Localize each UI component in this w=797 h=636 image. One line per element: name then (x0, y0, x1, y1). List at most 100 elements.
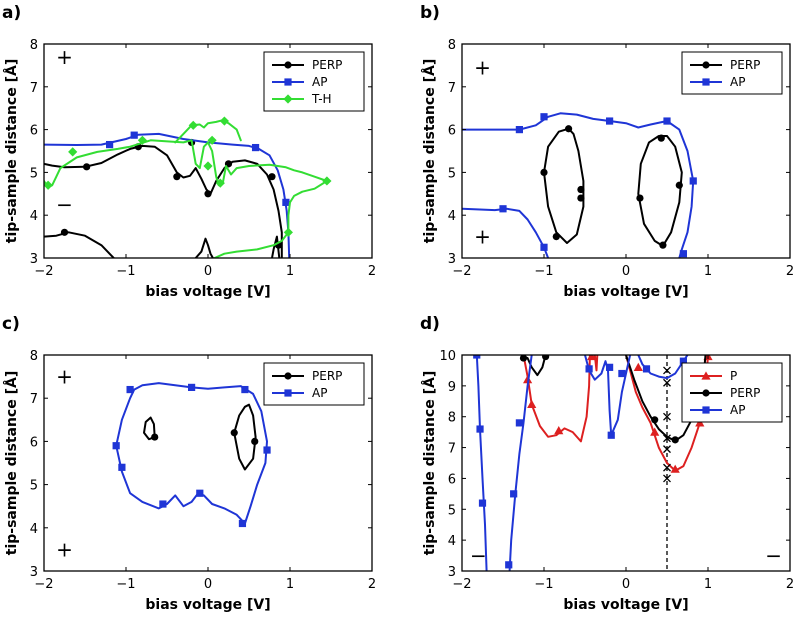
y-tick-label: 7 (30, 81, 38, 96)
data-point-ap (679, 250, 687, 258)
data-point-p (586, 355, 597, 361)
cross-marker (663, 463, 671, 472)
legend-marker-perp (284, 372, 292, 380)
data-point-ap (473, 355, 481, 359)
data-point-t-h (283, 227, 293, 237)
y-tick-label: 6 (448, 124, 456, 139)
data-point-perp (565, 125, 573, 133)
sign-annotation: + (56, 365, 73, 389)
x-axis-label: bias voltage [V] (145, 284, 270, 300)
y-tick-label: 5 (30, 166, 38, 181)
panel-label: d) (420, 314, 440, 334)
data-point-perp (268, 173, 276, 181)
y-tick-label: 3 (30, 252, 38, 267)
x-tick-label: 2 (368, 264, 376, 279)
legend-label-perp: PERP (312, 58, 342, 72)
y-tick-label: 8 (30, 38, 38, 53)
series-line-t-h (44, 139, 328, 258)
legend-marker-ap (284, 78, 292, 86)
y-tick-label: 9 (448, 380, 456, 395)
data-point-t-h (219, 116, 229, 126)
legend-label-perp: PERP (312, 369, 342, 383)
legend-label-t-h: T-H (311, 92, 332, 106)
y-axis-label: tip-sample distance [Å] (421, 59, 438, 243)
data-point-perp (540, 168, 548, 176)
data-point-perp (552, 233, 560, 241)
legend-label-ap: AP (312, 75, 327, 89)
x-tick-label: 2 (368, 577, 376, 592)
y-tick-label: 6 (30, 124, 38, 139)
data-point-ap (515, 126, 523, 134)
cross-marker (663, 434, 671, 443)
legend-label-ap: AP (730, 75, 745, 89)
legend-box (681, 51, 783, 95)
data-point-ap (478, 499, 487, 507)
legend-marker-perp (702, 61, 710, 69)
data-point-perp (60, 228, 69, 236)
y-tick-label: 5 (30, 479, 38, 494)
data-point-ap (585, 365, 593, 373)
data-point-ap (118, 463, 126, 471)
legend-label-ap: AP (312, 386, 327, 400)
series-line-perp (233, 403, 257, 471)
y-tick-label: 3 (448, 252, 456, 267)
legend-box (263, 51, 365, 112)
series-line-perp (637, 135, 683, 247)
y-tick-label: 3 (448, 565, 456, 580)
data-point-perp (577, 185, 585, 194)
data-point-t-h (207, 135, 217, 145)
panel-d: d) −2 −1 0 1 2 3 4 5 6 7 8 9 10 bias voltage [V] tip-sa… (420, 314, 794, 613)
y-tick-label: 10 (439, 349, 456, 364)
x-tick-label: 1 (704, 264, 712, 279)
sign-annotation: − (765, 544, 782, 568)
x-tick-label: −2 (34, 264, 53, 279)
data-point-p (554, 426, 564, 435)
data-point-t-h (203, 161, 213, 171)
legend-label-p: P (730, 369, 737, 383)
y-tick-label: 4 (30, 522, 38, 537)
x-tick-label: 1 (286, 264, 294, 279)
legend-marker-ap (702, 78, 710, 86)
data-point-ap (663, 117, 671, 125)
data-point-ap (679, 357, 687, 365)
cross-marker (663, 445, 671, 454)
series-line-perp (44, 231, 115, 258)
series-line-perp (44, 144, 283, 258)
x-axis-label: bias voltage [V] (563, 284, 688, 300)
x-tick-label: −2 (452, 264, 471, 279)
x-tick-label: 0 (204, 577, 212, 592)
legend-marker-ap (284, 389, 292, 397)
x-tick-label: −2 (34, 577, 53, 592)
cross-marker (663, 474, 671, 483)
data-point-t-h (137, 135, 147, 145)
cross-marker (663, 378, 671, 387)
data-point-ap (476, 425, 484, 433)
data-point-perp (636, 194, 644, 202)
series-line-ap (584, 355, 632, 437)
sign-annotation: + (474, 225, 491, 249)
data-point-perp (519, 355, 528, 362)
data-point-ap (188, 383, 196, 391)
x-tick-label: −1 (116, 264, 135, 279)
data-point-perp (657, 134, 665, 142)
data-point-perp (542, 355, 550, 361)
series-line-ap (508, 355, 533, 571)
legend: P PERP AP (681, 362, 783, 423)
y-tick-label: 4 (448, 209, 456, 224)
legend-label-ap: AP (730, 403, 745, 417)
data-point-perp (230, 429, 238, 437)
data-point-ap (159, 500, 167, 508)
y-axis-label: tip-sample distance [Å] (421, 371, 438, 555)
data-area (462, 112, 697, 258)
x-tick-label: 0 (622, 577, 630, 592)
sign-annotation: − (470, 544, 487, 568)
data-point-t-h (322, 176, 332, 186)
y-tick-label: 5 (448, 503, 456, 518)
data-point-perp (204, 190, 212, 198)
data-point-ap (642, 365, 651, 373)
cross-marker (663, 366, 671, 375)
legend-label-perp: PERP (730, 58, 760, 72)
panel-label: a) (2, 3, 21, 23)
x-tick-label: 1 (704, 577, 712, 592)
data-point-perp (577, 194, 585, 202)
